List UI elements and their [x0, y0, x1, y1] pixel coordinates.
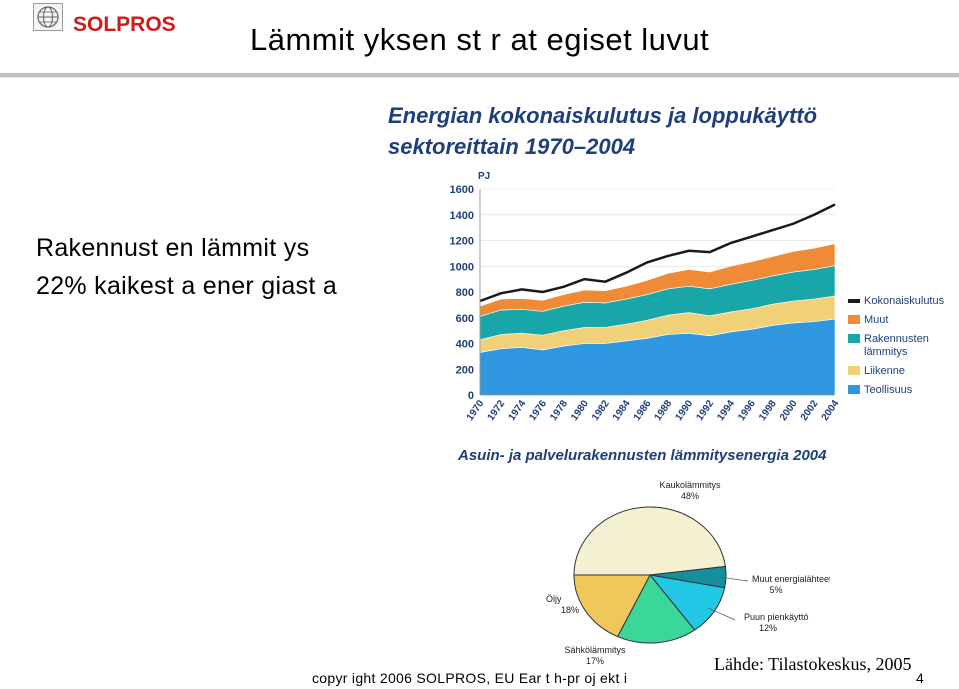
body-text-line2: 22% kaikest a ener giast a	[36, 272, 338, 300]
y-axis-label: PJ	[478, 171, 490, 182]
legend-label: Kokonaiskulutus	[864, 295, 945, 307]
x-tick-label: 1978	[548, 398, 570, 423]
legend-label: Teollisuus	[864, 384, 913, 396]
pie-leader-line	[707, 607, 736, 621]
pie-slice-name: Sähkölämmitys	[564, 645, 626, 655]
pie-slice-name: Muut energialähteet	[752, 574, 830, 584]
legend-swatch-liikenne	[848, 366, 860, 375]
globe-logo-icon	[33, 3, 63, 31]
legend-label: lämmitys	[864, 346, 908, 358]
y-tick-label: 1600	[450, 184, 474, 196]
x-tick-label: 1974	[506, 398, 528, 423]
y-tick-label: 600	[456, 313, 474, 325]
y-tick-label: 200	[456, 364, 474, 376]
x-tick-label: 1980	[569, 398, 591, 423]
area-series-muut	[479, 243, 836, 317]
x-tick-label: 1992	[694, 398, 716, 423]
title-divider	[0, 73, 959, 77]
x-tick-label: 2004	[820, 398, 842, 423]
x-tick-label: 1986	[632, 398, 654, 423]
pie-slice-name: Öljy	[546, 594, 562, 604]
pie-slice-percent: 5%	[769, 585, 782, 595]
x-tick-label: 1988	[653, 398, 675, 423]
x-tick-label: 1982	[590, 398, 612, 423]
legend-swatch-teollisuus	[848, 385, 860, 394]
x-tick-label: 1976	[527, 398, 549, 423]
pie-slice-percent: 18%	[561, 605, 579, 615]
y-tick-label: 1200	[450, 236, 474, 248]
pie-chart-title: Asuin- ja palvelurakennusten lämmitysene…	[458, 447, 827, 464]
x-tick-label: 2000	[778, 398, 800, 423]
x-tick-label: 1994	[715, 398, 737, 423]
copyright-text: copyr ight 2006 SOLPROS, EU Ear t h-pr o…	[312, 670, 628, 686]
area-chart-subtitle: sektoreittain 1970–2004	[388, 134, 636, 159]
pie-slice-kaukolämmitys	[573, 506, 726, 576]
x-tick-label: 2002	[799, 398, 821, 423]
x-tick-label: 1972	[486, 398, 508, 423]
source-text: Lähde: Tilastokeskus, 2005	[714, 654, 912, 674]
pie-slice-percent: 48%	[681, 491, 699, 501]
x-tick-label: 1998	[757, 398, 779, 423]
y-tick-label: 1000	[450, 261, 474, 273]
pie-slice-percent: 12%	[759, 623, 777, 633]
pie-leader-line	[718, 576, 749, 582]
total-consumption-line	[479, 203, 836, 303]
y-tick-label: 400	[456, 339, 474, 351]
legend-swatch-muut	[848, 315, 860, 324]
legend-swatch-kokonaiskulutus	[848, 299, 860, 303]
legend-swatch-rakennusten-lämmitys	[848, 334, 860, 343]
y-tick-label: 1400	[450, 210, 474, 222]
legend-label: Rakennusten	[864, 333, 929, 345]
brand-logo-text: SOLPROS	[73, 13, 176, 36]
pie-slice-name: Kaukolämmitys	[659, 480, 721, 490]
pie-slice-percent: 17%	[586, 656, 604, 666]
y-tick-label: 0	[468, 390, 474, 402]
pie-slice-sähkölämmitys	[616, 574, 696, 644]
page-number: 4	[916, 670, 924, 686]
x-tick-label: 1984	[611, 398, 633, 423]
slide-title: Lämmit yksen st r at egiset luvut	[250, 22, 710, 57]
area-chart-title: Energian kokonaiskulutus ja loppukäyttö	[388, 103, 818, 128]
body-text-line1: Rakennust en lämmit ys	[36, 234, 310, 262]
legend-label: Muut	[864, 314, 888, 326]
x-tick-label: 1996	[736, 398, 758, 423]
pie-slice-name: Puun pienkäyttö	[744, 612, 809, 622]
pie-slice-öljy	[573, 574, 651, 638]
title-divider-shadow	[0, 77, 959, 78]
x-tick-label: 1990	[674, 398, 696, 423]
y-tick-label: 800	[456, 287, 474, 299]
legend-label: Liikenne	[864, 365, 905, 377]
